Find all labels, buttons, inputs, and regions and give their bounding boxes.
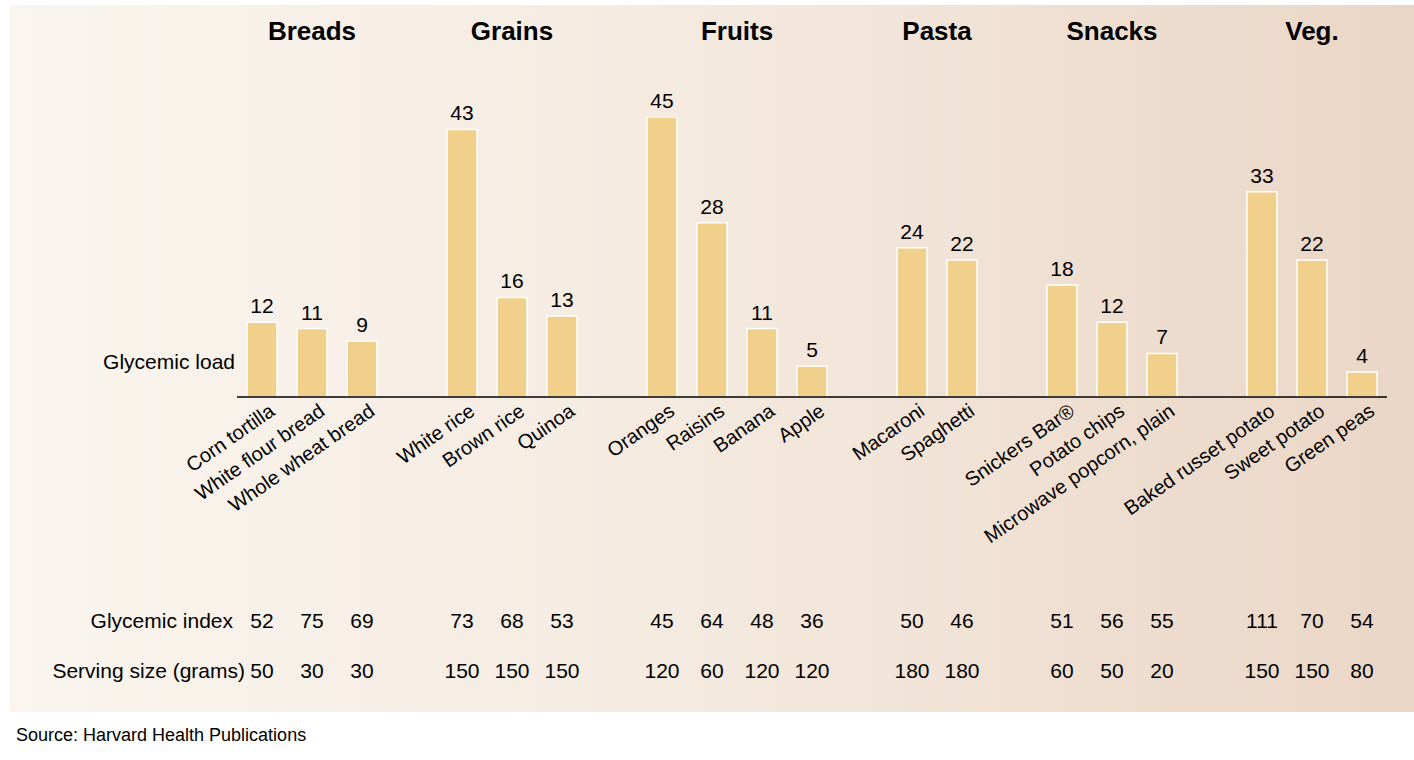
- svg-text:22: 22: [950, 232, 973, 255]
- svg-text:75: 75: [300, 609, 323, 632]
- svg-text:56: 56: [1100, 609, 1123, 632]
- svg-text:Snacks: Snacks: [1066, 16, 1157, 46]
- svg-text:30: 30: [350, 659, 373, 682]
- svg-text:Baked russet potato: Baked russet potato: [1120, 399, 1279, 520]
- svg-text:43: 43: [450, 101, 473, 124]
- svg-text:16: 16: [500, 269, 523, 292]
- svg-text:120: 120: [744, 659, 779, 682]
- svg-text:180: 180: [944, 659, 979, 682]
- svg-text:150: 150: [1294, 659, 1329, 682]
- svg-text:Sweet potato: Sweet potato: [1220, 399, 1329, 485]
- svg-text:Pasta: Pasta: [902, 16, 972, 46]
- svg-text:180: 180: [894, 659, 929, 682]
- svg-text:80: 80: [1350, 659, 1373, 682]
- svg-text:Apple: Apple: [774, 399, 829, 446]
- svg-text:Glycemic index: Glycemic index: [91, 609, 234, 632]
- svg-text:55: 55: [1150, 609, 1173, 632]
- svg-text:18: 18: [1050, 257, 1073, 280]
- svg-text:20: 20: [1150, 659, 1173, 682]
- svg-text:Serving size (grams): Serving size (grams): [52, 659, 245, 682]
- svg-text:12: 12: [250, 294, 273, 317]
- svg-text:54: 54: [1350, 609, 1374, 632]
- svg-text:12: 12: [1100, 294, 1123, 317]
- svg-text:50: 50: [900, 609, 923, 632]
- svg-text:Oranges: Oranges: [603, 399, 678, 461]
- svg-text:White rice: White rice: [392, 399, 479, 469]
- svg-text:150: 150: [494, 659, 529, 682]
- svg-text:Spaghetti: Spaghetti: [896, 399, 978, 465]
- svg-text:45: 45: [650, 89, 673, 112]
- svg-text:Snickers Bar®: Snickers Bar®: [960, 399, 1079, 491]
- svg-text:9: 9: [356, 313, 368, 336]
- svg-text:68: 68: [500, 609, 523, 632]
- svg-text:11: 11: [301, 301, 323, 324]
- svg-text:22: 22: [1300, 232, 1323, 255]
- svg-text:30: 30: [300, 659, 323, 682]
- svg-text:Grains: Grains: [471, 16, 553, 46]
- svg-text:Brown rice: Brown rice: [438, 399, 529, 472]
- svg-text:60: 60: [700, 659, 723, 682]
- svg-text:51: 51: [1050, 609, 1073, 632]
- svg-text:48: 48: [750, 609, 773, 632]
- svg-text:70: 70: [1300, 609, 1323, 632]
- svg-text:Green peas: Green peas: [1280, 399, 1378, 477]
- svg-text:73: 73: [450, 609, 473, 632]
- svg-text:Breads: Breads: [268, 16, 356, 46]
- svg-text:Potato chips: Potato chips: [1025, 399, 1129, 481]
- svg-text:White flour bread: White flour bread: [190, 399, 329, 505]
- svg-text:Corn tortilla: Corn tortilla: [181, 399, 279, 476]
- svg-text:64: 64: [700, 609, 724, 632]
- svg-text:Glycemic load: Glycemic load: [103, 350, 235, 373]
- svg-text:Whole wheat bread: Whole wheat bread: [225, 399, 379, 516]
- html-text:Source: Harvard Health Publica: Source: Harvard Health Publications: [16, 725, 307, 745]
- svg-text:111: 111: [1246, 609, 1278, 632]
- svg-text:120: 120: [644, 659, 679, 682]
- svg-text:36: 36: [800, 609, 823, 632]
- svg-text:45: 45: [650, 609, 673, 632]
- svg-text:53: 53: [550, 609, 573, 632]
- svg-text:50: 50: [250, 659, 273, 682]
- svg-text:Banana: Banana: [709, 399, 779, 457]
- svg-text:50: 50: [1100, 659, 1123, 682]
- svg-text:150: 150: [544, 659, 579, 682]
- svg-text:150: 150: [1244, 659, 1279, 682]
- svg-text:69: 69: [350, 609, 373, 632]
- svg-text:4: 4: [1356, 344, 1368, 367]
- svg-text:24: 24: [900, 220, 924, 243]
- svg-text:Veg.: Veg.: [1285, 16, 1338, 46]
- svg-text:52: 52: [250, 609, 273, 632]
- svg-text:5: 5: [806, 338, 818, 361]
- svg-text:150: 150: [444, 659, 479, 682]
- svg-text:Macaroni: Macaroni: [848, 399, 929, 465]
- svg-text:28: 28: [700, 195, 723, 218]
- svg-text:Raisins: Raisins: [662, 399, 729, 455]
- svg-text:33: 33: [1250, 164, 1273, 187]
- svg-text:Fruits: Fruits: [701, 16, 773, 46]
- svg-text:60: 60: [1050, 659, 1073, 682]
- svg-text:11: 11: [751, 301, 773, 324]
- svg-text:120: 120: [794, 659, 829, 682]
- svg-text:Quinoa: Quinoa: [513, 399, 579, 455]
- svg-text:46: 46: [950, 609, 973, 632]
- svg-text:7: 7: [1156, 325, 1168, 348]
- svg-text:13: 13: [550, 288, 573, 311]
- svg-text:Microwave popcorn, plain: Microwave popcorn, plain: [980, 399, 1178, 547]
